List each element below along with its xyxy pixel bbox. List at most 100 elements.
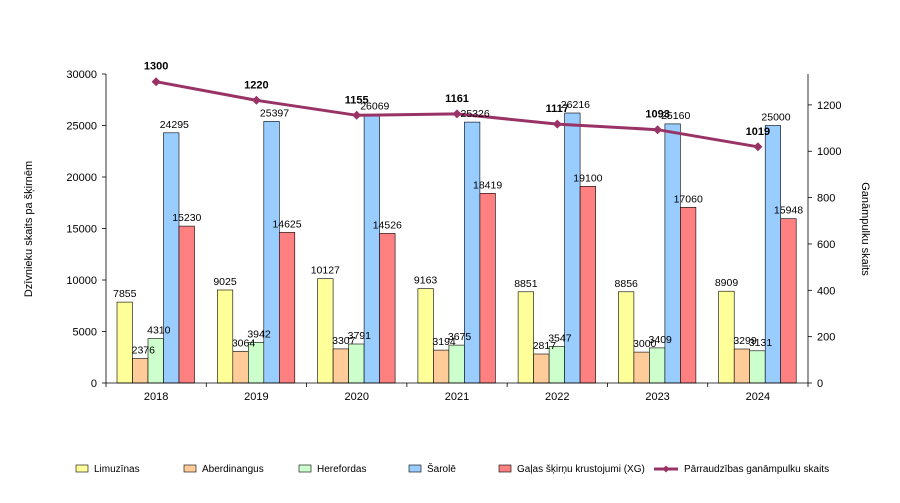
line-value-label: 1220 — [244, 79, 268, 91]
legend-label: Aberdinangus — [202, 464, 264, 475]
y2-axis-label: Ganāmpulku skaits — [859, 182, 871, 276]
bar-4-2020 — [363, 114, 380, 384]
bar-5-2019 — [278, 232, 296, 384]
legend-label: Gaļas šķirņu krustojumi (XG) — [517, 464, 645, 475]
bar-2-2023 — [633, 351, 650, 384]
axes-layer: 0 5000 10000 15000 20000 25000 30000 0 200 400 600… — [66, 69, 841, 403]
y2-tick-label: 200 — [817, 332, 835, 344]
line-value-label: 1019 — [746, 126, 770, 138]
line-value-label: 1300 — [144, 61, 168, 73]
y-tick-label: 20000 — [66, 172, 97, 184]
y-tick-label: 10000 — [66, 275, 97, 287]
bar-1-2023 — [618, 291, 635, 384]
bar-3-2021 — [448, 344, 465, 384]
line-layer — [151, 77, 763, 152]
bar-value-label: 26069 — [360, 101, 389, 113]
x-tick-label: 2021 — [445, 391, 469, 403]
bar-4-2019 — [263, 121, 280, 384]
bar-2-2021 — [433, 349, 450, 384]
y-axis-label: Dzīvnieku skaits pa šķirnēm — [23, 161, 35, 297]
bar-1-2024 — [718, 290, 735, 384]
y2-tick-label: 800 — [817, 193, 835, 205]
legend-label: Herefordas — [317, 464, 366, 475]
y2-tick-label: 0 — [817, 378, 823, 390]
bar-value-label: 3791 — [348, 330, 372, 342]
bar-value-label: 10127 — [311, 265, 340, 277]
legend-swatch — [498, 464, 512, 473]
bar-value-label: 15948 — [774, 205, 803, 217]
bar-5-2024 — [780, 218, 797, 384]
bar-value-label: 2817 — [533, 340, 557, 352]
y-tick-label: 15000 — [66, 224, 97, 236]
line-point — [552, 119, 562, 129]
y-tick-label: 5000 — [73, 327, 97, 339]
bar-3-2023 — [649, 347, 666, 384]
x-tick-label: 2020 — [344, 391, 368, 403]
bar-value-label: 25160 — [661, 110, 690, 122]
bar-value-label: 18419 — [473, 179, 502, 191]
bars-layer — [116, 112, 797, 384]
bar-value-label: 25397 — [260, 107, 289, 119]
line-point — [352, 110, 362, 120]
bar-value-label: 8856 — [615, 278, 639, 290]
bar-value-label: 3307 — [332, 335, 356, 347]
bar-1-2019 — [217, 289, 234, 384]
bar-1-2022 — [517, 291, 534, 384]
bar-value-label: 25326 — [460, 108, 489, 120]
bar-4-2018 — [163, 132, 180, 384]
bar-value-label: 7855 — [113, 288, 137, 300]
bar-value-label: 3409 — [649, 334, 673, 346]
bar-5-2018 — [178, 225, 195, 384]
legend-swatch — [298, 464, 312, 473]
bar-3-2024 — [749, 350, 766, 384]
bar-5-2022 — [579, 186, 596, 384]
bar-value-label: 19100 — [573, 172, 602, 184]
line-value-label: 1117 — [546, 103, 569, 115]
bar-5-2021 — [479, 193, 496, 384]
bar-1-2020 — [317, 278, 334, 384]
bar-2-2020 — [332, 348, 349, 384]
line-value-label: 1155 — [345, 94, 369, 106]
y2-tick-label: 1200 — [817, 100, 841, 112]
bar-2-2022 — [533, 353, 550, 384]
bar-value-label: 14526 — [373, 219, 402, 231]
bar-value-label: 24295 — [160, 119, 189, 131]
y-tick-label: 0 — [91, 378, 97, 390]
bar-2-2018 — [132, 358, 149, 384]
bar-5-2020 — [379, 233, 396, 384]
x-tick-label: 2019 — [244, 391, 268, 403]
bar-3-2020 — [348, 343, 365, 384]
bar-value-label: 3942 — [247, 328, 271, 340]
y2-tick-label: 1000 — [817, 146, 841, 158]
x-tick-label: 2023 — [645, 391, 669, 403]
line-point — [452, 109, 462, 119]
bar-value-label: 15230 — [172, 212, 201, 224]
bar-value-label: 9025 — [213, 276, 237, 288]
legend-label: Limuzīnas — [94, 464, 140, 475]
bar-1-2018 — [116, 301, 133, 384]
bar-value-label: 4310 — [147, 325, 171, 337]
line-value-label: 1093 — [645, 109, 669, 121]
bar-value-label: 3000 — [633, 338, 657, 350]
legend: Limuzīnas Aberdinangus Herefordas Šarolē Gaļ… — [75, 462, 829, 475]
legend-label: Pārraudzības ganāmpulku skaits — [684, 464, 829, 475]
bar-value-label: 8851 — [514, 278, 538, 290]
bar-value-label: 26216 — [561, 99, 590, 111]
y2-tick-label: 600 — [817, 239, 835, 251]
legend-swatch — [183, 464, 197, 473]
line-point — [653, 125, 663, 135]
x-tick-label: 2024 — [746, 391, 770, 403]
bar-value-label: 3299 — [733, 335, 757, 347]
bar-value-label: 3194 — [432, 336, 456, 348]
y-tick-label: 30000 — [66, 69, 97, 81]
bar-value-label: 14625 — [272, 218, 301, 230]
y2-tick-label: 400 — [817, 285, 835, 297]
legend-swatch — [408, 464, 422, 473]
bar-2-2019 — [232, 351, 249, 384]
bar-value-label: 17060 — [674, 193, 703, 205]
line-value-label: 1161 — [445, 93, 469, 105]
bar-value-label: 3131 — [749, 337, 773, 349]
bar-2-2024 — [733, 348, 751, 384]
bar-value-label: 8909 — [715, 277, 739, 289]
